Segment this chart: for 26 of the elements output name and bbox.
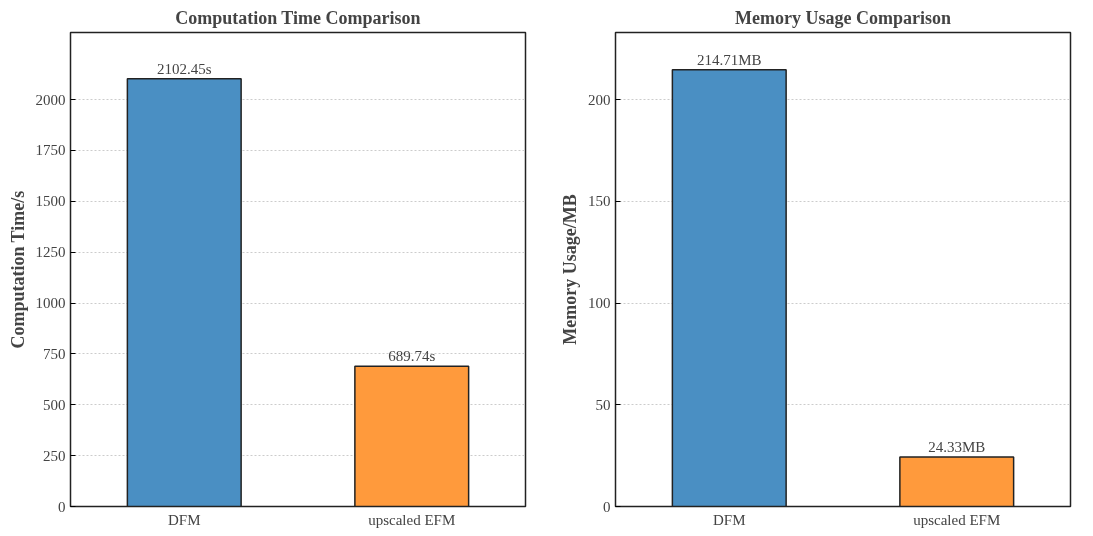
x-tick-label: DFM (712, 511, 746, 528)
y-tick-label: 1250 (35, 244, 66, 261)
data-label: 2102.45s (156, 60, 212, 77)
y-axis-title: Memory Usage/MB (560, 194, 580, 345)
data-label: 689.74s (388, 348, 436, 365)
y-tick-label: 0 (58, 498, 66, 515)
x-tick-label: DFM (167, 511, 201, 528)
y-tick-label: 250 (43, 447, 66, 464)
x-tick-label: upscaled EFM (913, 511, 1001, 528)
x-tick-label: upscaled EFM (368, 511, 456, 528)
data-label: 24.33MB (928, 439, 986, 455)
y-tick-label: 1000 (35, 295, 66, 312)
y-tick-label: 750 (43, 345, 66, 362)
y-tick-label: 1500 (35, 193, 66, 210)
chart-title: Memory Usage Comparison (735, 7, 951, 28)
y-axis-title: Computation Time/s (7, 190, 28, 349)
y-tick-label: 0 (603, 498, 611, 515)
chart-title: Computation Time Comparison (175, 7, 421, 28)
y-tick-label: 200 (588, 91, 611, 108)
y-tick-label: 1750 (35, 142, 66, 159)
y-tick-label: 50 (595, 396, 611, 413)
data-label: 214.71MB (696, 51, 762, 68)
y-tick-label: 500 (43, 396, 66, 413)
y-tick-label: 150 (588, 193, 611, 210)
y-tick-label: 2000 (35, 91, 66, 108)
y-tick-label: 100 (588, 295, 611, 312)
